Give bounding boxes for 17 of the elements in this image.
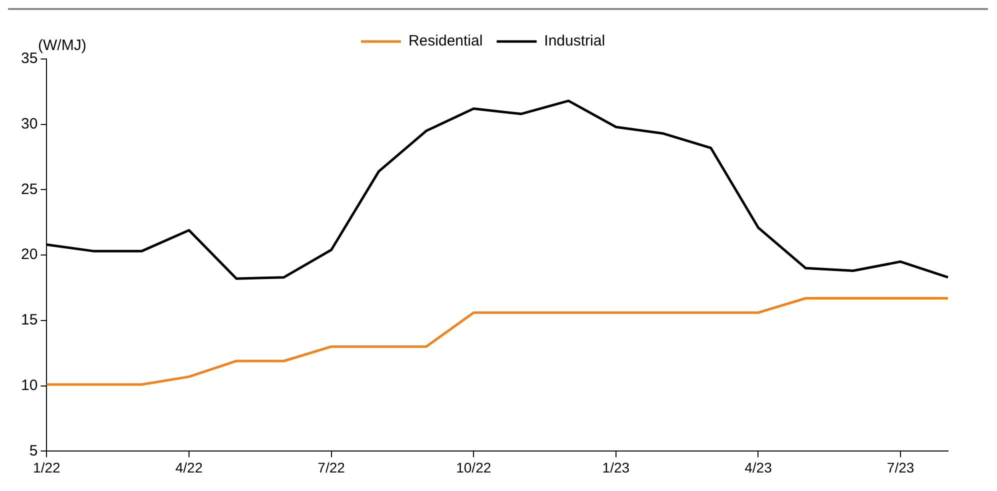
y-tick-label: 15 [20, 312, 38, 329]
legend-label: Residential [408, 32, 483, 50]
x-tick-label: 4/22 [175, 459, 203, 476]
x-tick-label: 10/22 [456, 459, 492, 476]
y-axis-title: (W/MJ) [38, 37, 86, 54]
x-tick-label: 4/23 [744, 459, 772, 476]
x-tick-label: 1/22 [33, 459, 61, 476]
x-tick-label: 7/22 [318, 459, 346, 476]
x-tick-label: 7/23 [886, 459, 914, 476]
y-tick-label: 20 [20, 246, 38, 264]
y-tick-label: 35 [20, 50, 38, 68]
x-tick-label: 1/23 [602, 459, 630, 476]
y-tick-label: 30 [20, 116, 38, 133]
y-tick-label: 5 [29, 442, 38, 460]
legend-label: Industrial [544, 32, 606, 50]
y-tick-label: 10 [20, 376, 38, 394]
y-tick-label: 25 [20, 180, 38, 198]
